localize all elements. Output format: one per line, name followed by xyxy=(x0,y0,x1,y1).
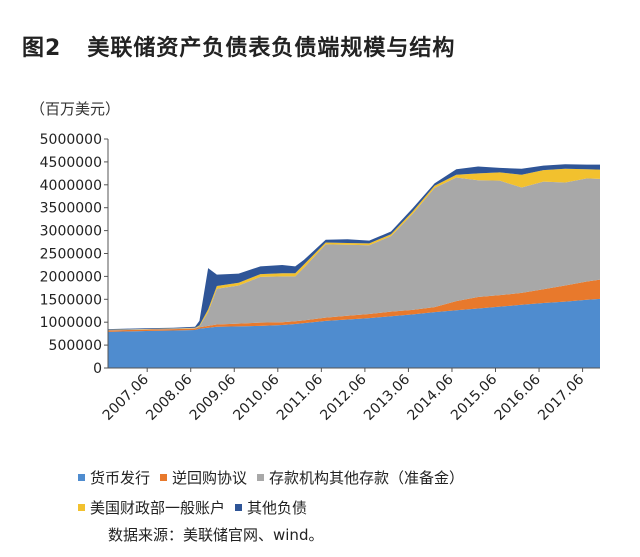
x-tick-label: 2008.06 xyxy=(143,371,195,423)
x-tick-label: 2017.06 xyxy=(535,371,587,423)
y-tick-label: 4500000 xyxy=(40,155,102,171)
legend-label-reverse-repo: 逆回购协议 xyxy=(172,468,248,487)
currency-area xyxy=(108,298,600,368)
reverse-repo-area xyxy=(108,279,600,332)
x-tick-label: 2012.06 xyxy=(317,371,369,423)
legend-item-treasury: 美国财政部一般账户 xyxy=(78,497,225,518)
data-source-note: 数据来源：美联储官网、wind。 xyxy=(108,526,324,544)
x-tick-label: 2016.06 xyxy=(492,371,544,423)
x-tick-label: 2015.06 xyxy=(448,371,500,423)
deposits-area xyxy=(108,177,600,331)
legend-item-reverse-repo: 逆回购协议 xyxy=(160,467,247,488)
x-tick-label: 2014.06 xyxy=(405,371,457,423)
y-tick-label: 1500000 xyxy=(40,292,102,308)
x-tick-label: 2007.06 xyxy=(100,371,152,423)
y-tick-label: 3000000 xyxy=(40,224,102,240)
y-tick-label: 5000000 xyxy=(40,132,102,148)
y-tick-label: 500000 xyxy=(49,338,102,354)
x-tick-label: 2010.06 xyxy=(230,371,282,423)
legend-item-currency: 货币发行 xyxy=(78,467,150,488)
y-tick-label: 2000000 xyxy=(40,269,102,285)
legend-label-deposits: 存款机构其他存款（准备金） xyxy=(269,468,465,487)
chart-title: 图2 美联储资产负债表负债端规模与结构 xyxy=(22,30,455,62)
x-tick-label: 2011.06 xyxy=(274,371,326,423)
x-tick-label: 2013.06 xyxy=(361,371,413,423)
legend-swatch-deposits xyxy=(257,473,265,481)
figure-number: 图2 xyxy=(22,36,62,61)
chart-legend: 货币发行 逆回购协议 存款机构其他存款（准备金） 美国财政部一般账户 其他负债 xyxy=(78,462,474,522)
y-tick-label: 1000000 xyxy=(40,315,102,331)
y-tick-label: 4000000 xyxy=(40,178,102,194)
legend-row-2: 美国财政部一般账户 其他负债 xyxy=(78,492,474,522)
legend-swatch-treasury xyxy=(78,503,85,511)
stacked-area-chart: 0 500000 1000000 1500000 2000000 2500000 30000… xyxy=(40,132,600,424)
legend-label-currency: 货币发行 xyxy=(90,468,151,487)
legend-swatch-currency xyxy=(78,473,85,481)
legend-swatch-other xyxy=(235,503,243,511)
figure-title: 美联储资产负债表负债端规模与结构 xyxy=(87,36,456,61)
legend-swatch-reverse-repo xyxy=(160,473,168,481)
y-tick-label: 0 xyxy=(93,361,102,377)
y-axis-unit-label: （百万美元） xyxy=(30,100,121,118)
legend-row-1: 货币发行 逆回购协议 存款机构其他存款（准备金） xyxy=(78,462,474,492)
y-tick-label: 3500000 xyxy=(40,201,102,217)
x-tick-label: 2009.06 xyxy=(187,371,239,423)
legend-label-other: 其他负债 xyxy=(247,498,308,517)
y-tick-label: 2500000 xyxy=(40,247,102,263)
legend-item-deposits: 存款机构其他存款（准备金） xyxy=(257,467,464,488)
legend-label-treasury: 美国财政部一般账户 xyxy=(90,498,226,517)
legend-item-other: 其他负债 xyxy=(235,497,307,518)
